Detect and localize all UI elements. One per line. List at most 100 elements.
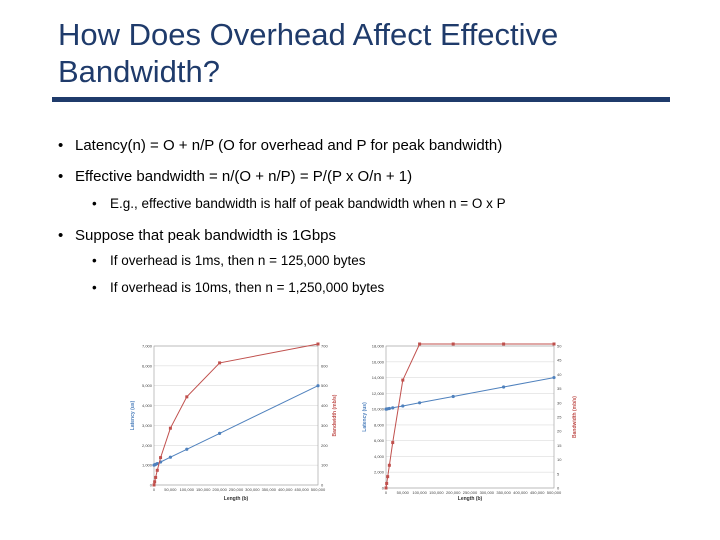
y-left-tick-label: 18,000 xyxy=(372,344,385,349)
chart-10ms-svg: 0 2,000 4,000 6,000 8,000 10,000 12,000 14,000 1… xyxy=(362,342,578,502)
bandwidth-data-point xyxy=(384,486,388,490)
y-left-tick-label: 14,000 xyxy=(372,375,385,380)
y-left-tick-label: 0 xyxy=(150,483,153,488)
slide-title-line: How Does Overhead Affect Effective xyxy=(58,17,559,52)
chart-10ms-overhead: 0 2,000 4,000 6,000 8,000 10,000 12,000 14,000 1… xyxy=(360,338,580,506)
bandwidth-data-point xyxy=(401,378,405,382)
x-tick-label: 400,000 xyxy=(278,487,293,492)
y-right-tick-label: 40 xyxy=(557,372,562,377)
slide-title: How Does Overhead Affect Effective Bandw… xyxy=(58,16,698,90)
bullet-dot-icon: • xyxy=(92,253,97,268)
x-axis-label: Length (b) xyxy=(224,496,249,502)
x-tick-label: 300,000 xyxy=(480,490,495,495)
chart-1ms-svg: 0 1,000 2,000 3,000 4,000 5,000 6,000 7,000 0 100… xyxy=(130,342,338,502)
plot-area xyxy=(385,345,555,489)
bandwidth-series-line xyxy=(385,343,554,489)
plot-area xyxy=(153,345,319,486)
bandwidth-series-line xyxy=(153,343,319,486)
x-tick-label: 100,000 xyxy=(412,490,427,495)
bandwidth-data-point xyxy=(168,426,172,430)
latency-data-point xyxy=(391,406,395,410)
x-tick-label: 400,000 xyxy=(513,490,528,495)
y-left-tick-label: 6,000 xyxy=(374,438,385,443)
bandwidth-data-point xyxy=(316,342,320,346)
x-tick-label: 450,000 xyxy=(294,487,309,492)
x-tick-label: 50,000 xyxy=(397,490,410,495)
y-left-tick-label: 4,000 xyxy=(142,403,153,408)
y-right-axis-label: Bandwidth (mb/s) xyxy=(572,396,578,438)
slide-title-line: Bandwidth? xyxy=(58,54,221,89)
x-tick-label: 0 xyxy=(385,490,388,495)
bandwidth-data-point xyxy=(155,468,159,472)
bandwidth-data-point xyxy=(385,481,389,485)
y-left-tick-label: 1,000 xyxy=(142,463,153,468)
y-right-tick-label: 20 xyxy=(557,429,562,434)
x-tick-label: 350,000 xyxy=(262,487,277,492)
y-left-tick-label: 3,000 xyxy=(142,423,153,428)
bandwidth-data-point xyxy=(159,456,163,460)
y-left-tick-label: 2,000 xyxy=(374,470,385,475)
bandwidth-data-point xyxy=(418,342,422,346)
x-tick-label: 500,000 xyxy=(311,487,326,492)
x-tick-label: 450,000 xyxy=(530,490,545,495)
y-left-tick-label: 7,000 xyxy=(142,344,153,349)
latency-data-point xyxy=(502,385,506,389)
x-tick-label: 350,000 xyxy=(496,490,511,495)
y-left-tick-label: 5,000 xyxy=(142,383,153,388)
title-underline xyxy=(52,97,670,102)
y-left-tick-label: 12,000 xyxy=(372,391,385,396)
latency-data-point xyxy=(418,401,422,405)
latency-data-point xyxy=(552,375,556,380)
x-tick-label: 250,000 xyxy=(463,490,478,495)
x-tick-label: 200,000 xyxy=(446,490,461,495)
y-right-tick-label: 600 xyxy=(321,363,328,368)
y-left-tick-label: 8,000 xyxy=(374,422,385,427)
x-tick-label: 150,000 xyxy=(429,490,444,495)
y-right-tick-label: 100 xyxy=(321,463,328,468)
bandwidth-data-point xyxy=(185,395,189,399)
latency-data-point xyxy=(387,406,391,411)
bandwidth-data-point xyxy=(387,463,391,467)
y-right-tick-label: 35 xyxy=(557,386,562,391)
y-left-tick-label: 0 xyxy=(382,486,385,491)
latency-data-point xyxy=(168,455,172,459)
bandwidth-data-point xyxy=(152,483,156,487)
x-tick-label: 250,000 xyxy=(229,487,244,492)
bullet-dot-icon: • xyxy=(58,137,64,154)
latency-data-point xyxy=(451,394,455,399)
y-right-tick-label: 500 xyxy=(321,383,328,388)
bandwidth-data-point xyxy=(502,342,506,346)
y-left-tick-label: 16,000 xyxy=(372,359,385,364)
y-left-tick-label: 10,000 xyxy=(372,407,385,412)
latency-data-point xyxy=(316,384,320,388)
bandwidth-data-point xyxy=(552,342,556,346)
y-left-axis-label: Latency (us) xyxy=(130,400,136,430)
y-right-tick-label: 300 xyxy=(321,423,328,428)
y-left-tick-label: 6,000 xyxy=(142,363,153,368)
y-right-tick-label: 25 xyxy=(557,415,562,420)
y-right-tick-label: 200 xyxy=(321,443,328,448)
x-tick-label: 50,000 xyxy=(164,487,177,492)
bandwidth-data-point xyxy=(391,441,395,445)
bullet-dot-icon: • xyxy=(58,168,64,185)
bandwidth-data-point xyxy=(154,475,158,479)
y-right-tick-label: 400 xyxy=(321,403,328,408)
x-tick-label: 500,000 xyxy=(547,490,562,495)
bandwidth-data-point xyxy=(218,361,222,365)
latency-data-point xyxy=(155,461,159,466)
latency-data-point xyxy=(401,404,405,408)
x-tick-label: 200,000 xyxy=(212,487,227,492)
x-tick-label: 150,000 xyxy=(196,487,211,492)
y-right-tick-label: 30 xyxy=(557,400,562,405)
chart-1ms-overhead: 0 1,000 2,000 3,000 4,000 5,000 6,000 7,000 0 100… xyxy=(128,338,340,506)
x-axis-label: Length (b) xyxy=(458,496,483,502)
y-right-tick-label: 0 xyxy=(321,483,324,488)
latency-data-point xyxy=(185,447,189,451)
latency-data-point xyxy=(218,431,222,435)
bullet-dot-icon: • xyxy=(92,196,97,211)
y-left-tick-label: 2,000 xyxy=(142,443,153,448)
y-right-tick-label: 15 xyxy=(557,443,562,448)
bandwidth-data-point xyxy=(451,342,455,346)
x-tick-label: 0 xyxy=(153,487,156,492)
bandwidth-data-point xyxy=(153,480,157,484)
